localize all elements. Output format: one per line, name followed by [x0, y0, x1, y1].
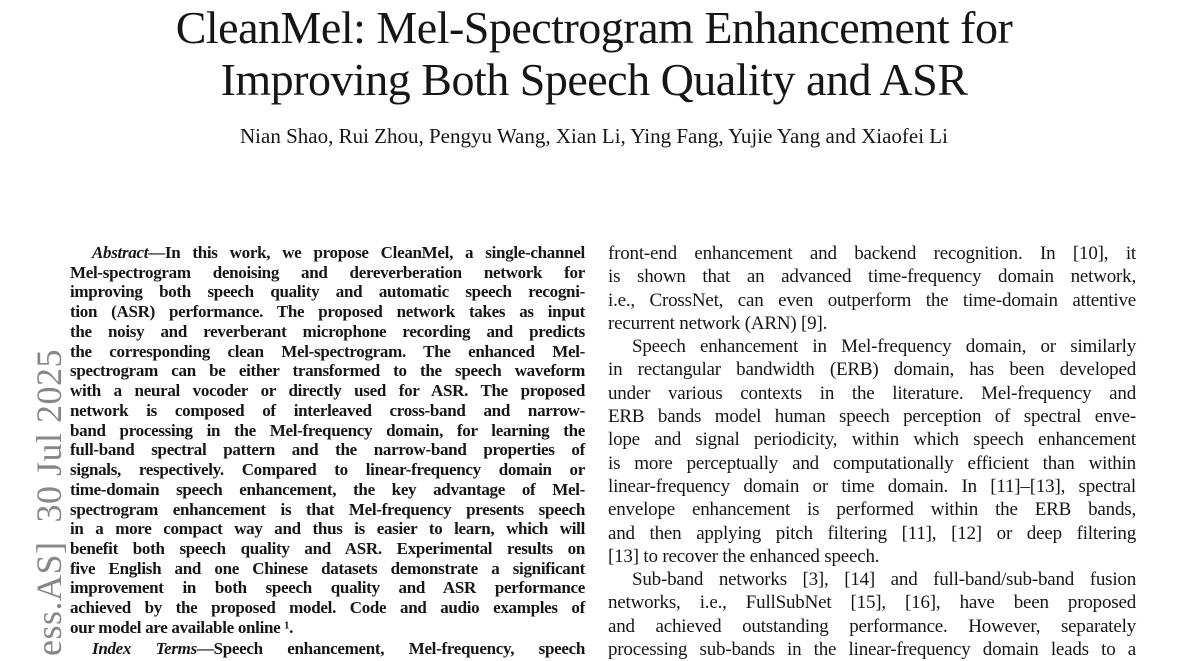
text-line: spectrogram can be either transformed to… [70, 361, 585, 381]
abstract-section: Abstract—In this work, we propose CleanM… [70, 243, 585, 658]
text-line: Speech enhancement in Mel-frequency doma… [632, 336, 1136, 358]
text-line: full-band spectral pattern and the narro… [70, 440, 585, 460]
text-line: [13] to recover the enhanced speech. [608, 545, 880, 567]
abstract-label: Abstract [92, 243, 149, 262]
text-line: network is composed of interleaved cross… [70, 400, 585, 420]
text-line: in a more compact way and thus is easier… [70, 519, 585, 539]
arxiv-watermark: ess.AS] 30 Jul 2025 [29, 348, 69, 656]
text-line: band processing in the Mel-frequency dom… [70, 420, 585, 440]
index-terms-line: Index Terms—Speech enhancement, Mel-freq… [70, 639, 585, 659]
text-line: in rectangular bandwidth (ERB) domain, h… [608, 359, 1136, 381]
paper-authors: Nian Shao, Rui Zhou, Pengyu Wang, Xian L… [240, 124, 948, 148]
text-line: the noisy and reverberant microphone rec… [70, 321, 585, 341]
index-terms-text: —Speech enhancement, Mel-frequency, spee… [196, 638, 586, 658]
abstract-body: Mel-spectrogram denoising and dereverber… [70, 263, 585, 638]
text-line: processing sub-bands in the linear-frequ… [608, 639, 1136, 661]
text-line: spectrogram enhancement is that Mel-freq… [70, 499, 585, 519]
text-line: improvement in both speech quality and A… [70, 578, 585, 598]
text-line: with a neural vocoder or directly used f… [70, 381, 585, 401]
text-line: achieved by the proposed model. Code and… [70, 598, 585, 618]
text-line: linear-frequency domain or time domain. … [608, 475, 1136, 497]
abstract-first-line: Abstract—In this work, we propose CleanM… [70, 243, 585, 263]
text-line: benefit both speech quality and ASR. Exp… [70, 539, 585, 559]
paper-title-line2: Improving Both Speech Quality and ASR [220, 54, 968, 105]
text-line: i.e., CrossNet, can even outperform the … [608, 289, 1136, 311]
text-line: tion (ASR) performance. The proposed net… [70, 302, 585, 322]
text-line: ERB bands model human speech perception … [608, 406, 1136, 428]
index-terms-label: Index Terms [92, 638, 197, 658]
abstract-first-line-text: —In this work, we propose CleanMel, a si… [148, 243, 585, 262]
text-line: our model are available online ¹. [70, 617, 294, 637]
text-line: the corresponding clean Mel-spectrogram.… [70, 341, 585, 361]
text-line: networks, i.e., FullSubNet [15], [16], h… [608, 592, 1136, 614]
text-line: Mel-spectrogram denoising and dereverber… [70, 262, 585, 282]
text-line: under various contexts in the literature… [608, 382, 1136, 404]
text-line: front-end enhancement and backend recogn… [608, 243, 1136, 264]
text-line: envelope enhancement is performed within… [608, 499, 1136, 521]
text-line: and achieved outstanding performance. Ho… [608, 615, 1136, 637]
text-line: signals, respectively. Compared to linea… [70, 460, 585, 480]
text-line: and then applying pitch filtering [11], … [608, 522, 1136, 544]
text-line: is more perceptually and computationally… [608, 452, 1136, 474]
text-line: time-domain speech enhancement, the key … [70, 479, 585, 499]
text-line: lope and signal periodicity, within whic… [608, 429, 1136, 451]
text-line: is shown that an advanced time-frequency… [608, 266, 1136, 288]
column-right: front-end enhancement and backend recogn… [608, 242, 1136, 661]
text-line: recurrent network (ARN) [9]. [608, 312, 828, 334]
paper-title-line1: CleanMel: Mel-Spectrogram Enhancement fo… [175, 2, 1013, 53]
text-line: five English and one Chinese datasets de… [70, 558, 585, 578]
text-line: improving both speech quality and automa… [70, 282, 585, 302]
paper-title: CleanMel: Mel-Spectrogram Enhancement fo… [0, 2, 1188, 106]
text-line: Sub-band networks [3], [14] and full-ban… [632, 569, 1136, 591]
